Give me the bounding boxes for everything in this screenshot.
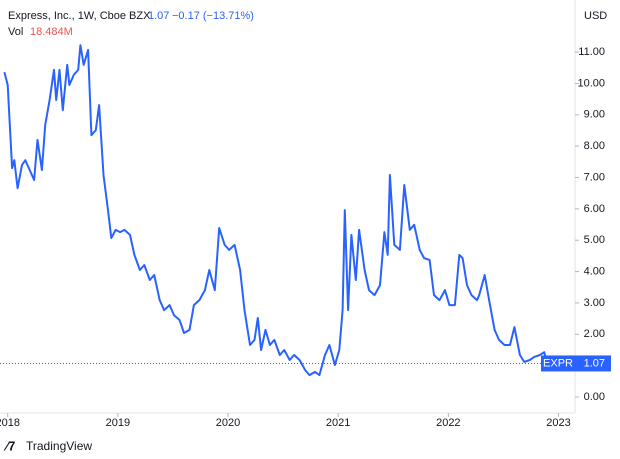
currency: USD	[584, 10, 607, 22]
chart-title: Express, Inc., 1W, Cboe BZX	[8, 10, 151, 22]
x-tick-label: 2022	[436, 417, 460, 429]
x-tick-label: 2018	[0, 417, 20, 429]
y-tick-label: 6.00	[584, 203, 605, 215]
x-tick-label: 2020	[216, 417, 240, 429]
y-tick-label: 4.00	[584, 265, 605, 277]
price-change: −0.17 (−13.71%)	[172, 10, 254, 22]
price-box	[575, 355, 611, 372]
brand-name: TradingView	[26, 439, 92, 453]
y-tick-label: 8.00	[584, 140, 605, 152]
y-tick-label: 11.00	[578, 46, 605, 58]
y-tick-label: 2.00	[584, 328, 605, 340]
symbol-box	[541, 355, 575, 372]
y-tick-label: 5.00	[584, 234, 605, 246]
y-tick-label: 0.00	[584, 391, 605, 403]
y-tick-label: 7.00	[584, 171, 605, 183]
symbol-label: EXPR	[543, 357, 573, 369]
brand: ⁄7 TradingView	[3, 438, 92, 453]
volume-value: 18.484M	[30, 26, 73, 38]
svg-text:⁄7: ⁄7	[3, 438, 15, 453]
price-label: 1.07	[584, 357, 605, 369]
y-tick-label: 10.00	[577, 77, 605, 89]
y-tick-label: 9.00	[584, 109, 605, 121]
price-line	[3, 44, 549, 377]
last-price: 1.07	[148, 10, 169, 22]
x-tick-label: 2019	[106, 417, 130, 429]
y-tick-label: 3.00	[584, 297, 605, 309]
x-tick-label: 2023	[546, 417, 570, 429]
x-tick-label: 2021	[326, 417, 350, 429]
volume-label: Vol	[8, 26, 23, 38]
